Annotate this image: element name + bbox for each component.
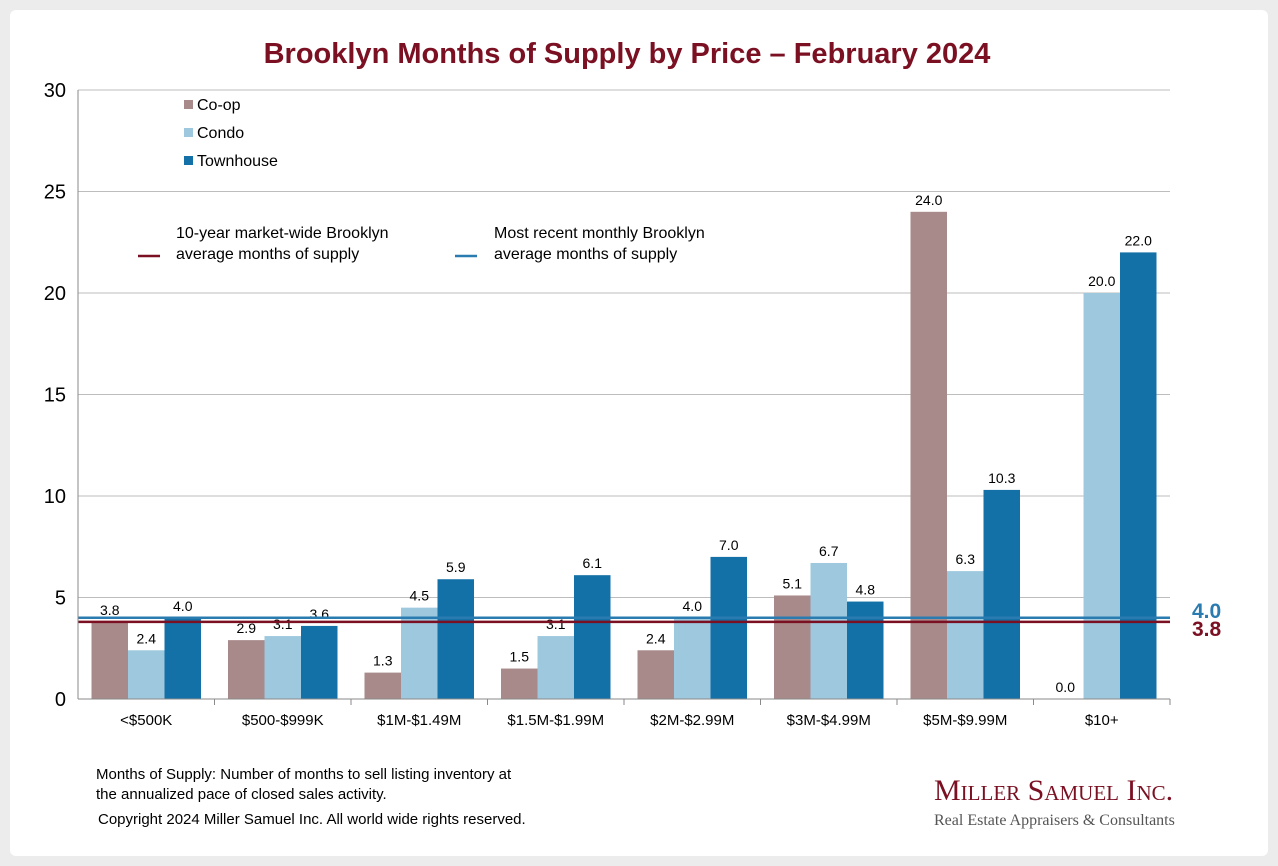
data-label: 3.1 (273, 616, 293, 632)
bar-co-op (364, 672, 401, 699)
x-tick-label: $500-$999K (242, 712, 324, 729)
copyright-text: Copyright 2024 Miller Samuel Inc. All wo… (98, 811, 526, 828)
y-tick-label: 15 (44, 385, 66, 407)
y-tick-label: 25 (44, 182, 66, 204)
data-label: 3.6 (310, 606, 330, 622)
data-label: 1.3 (373, 653, 393, 669)
x-tick-label: $1.5M-$1.99M (507, 712, 604, 729)
footnote-line-2: the annualized pace of closed sales acti… (96, 786, 387, 803)
data-label: 24.0 (915, 192, 942, 208)
bar-co-op (910, 211, 947, 700)
y-tick-label: 0 (55, 689, 66, 711)
legend: Co-op Condo Townhouse 10-year market-wide B… (138, 97, 705, 263)
legend-swatch (184, 100, 193, 109)
data-label: 4.8 (856, 582, 876, 598)
legend-line-label: 10-year market-wide Brooklyn (176, 225, 389, 242)
data-label: 6.3 (956, 551, 976, 567)
bar-condo (1083, 293, 1120, 699)
data-label: 4.0 (173, 598, 193, 614)
legend-line-label: average months of supply (176, 246, 359, 263)
data-label: 4.0 (683, 598, 703, 614)
axes: 0 5 10 15 20 25 30 <$500K $500-$999K $1M-$1.49M $1… (44, 80, 1171, 729)
data-label: 7.0 (719, 537, 739, 553)
x-tick-label: $1M-$1.49M (377, 712, 461, 729)
x-tick-label: $5M-$9.99M (923, 712, 1007, 729)
bar-condo (264, 636, 301, 699)
x-tick-label: $3M-$4.99M (787, 712, 871, 729)
data-label: 2.4 (137, 630, 157, 646)
data-label: 3.8 (100, 602, 120, 618)
brand-logo: Miller Samuel Inc. (934, 774, 1173, 807)
data-label: 5.1 (783, 575, 803, 591)
bar-co-op (637, 650, 674, 699)
data-label: 4.5 (410, 588, 430, 604)
bar-townhouse (164, 617, 201, 699)
data-label: 3.1 (546, 616, 566, 632)
y-tick-label: 30 (44, 80, 66, 102)
data-label: 2.4 (646, 630, 666, 646)
chart-card: Brooklyn Months of Supply by Price – Feb… (10, 10, 1268, 856)
legend-swatch (184, 156, 193, 165)
bar-condo (537, 636, 574, 699)
bar-townhouse (574, 575, 611, 699)
legend-line-label: Most recent monthly Brooklyn (494, 225, 705, 242)
data-label: 2.9 (237, 620, 257, 636)
data-label: 22.0 (1125, 232, 1152, 248)
bar-townhouse (847, 601, 884, 699)
legend-line-label: average months of supply (494, 246, 677, 263)
bar-co-op (774, 595, 811, 699)
x-tick-label: <$500K (120, 712, 172, 729)
chart-title: Brooklyn Months of Supply by Price – Feb… (264, 38, 991, 70)
bar-townhouse (983, 489, 1020, 699)
data-label: 5.9 (446, 559, 466, 575)
data-label: 0.0 (1056, 679, 1076, 695)
data-label: 6.7 (819, 543, 839, 559)
reference-line-value: 4.0 (1192, 600, 1221, 623)
legend-label: Condo (197, 125, 244, 142)
bar-chart: Brooklyn Months of Supply by Price – Feb… (44, 38, 1222, 829)
bar-townhouse (301, 625, 338, 699)
bar-condo (674, 617, 711, 699)
bar-condo (947, 571, 984, 699)
data-label: 10.3 (988, 470, 1015, 486)
brand-tagline: Real Estate Appraisers & Consultants (934, 812, 1175, 829)
x-tick-label: $10+ (1085, 712, 1119, 729)
legend-label: Co-op (197, 97, 241, 114)
bar-co-op (91, 621, 128, 699)
legend-label: Townhouse (197, 153, 278, 170)
bar-townhouse (437, 579, 474, 699)
y-tick-label: 10 (44, 486, 66, 508)
bar-condo (810, 562, 847, 699)
bar-condo (128, 650, 165, 699)
data-label: 20.0 (1088, 273, 1115, 289)
bar-townhouse (1120, 252, 1157, 699)
bar-co-op (501, 668, 538, 699)
data-label: 1.5 (510, 649, 530, 665)
bar-co-op (228, 640, 265, 699)
legend-swatch (184, 128, 193, 137)
reference-lines: 3.84.0 (78, 600, 1222, 641)
y-tick-label: 20 (44, 283, 66, 305)
x-tick-label: $2M-$2.99M (650, 712, 734, 729)
data-label: 6.1 (583, 555, 603, 571)
reference-line-value: 3.8 (1192, 618, 1222, 641)
footnote-line-1: Months of Supply: Number of months to se… (96, 766, 512, 783)
bar-townhouse (710, 556, 747, 699)
y-tick-label: 5 (55, 588, 66, 610)
